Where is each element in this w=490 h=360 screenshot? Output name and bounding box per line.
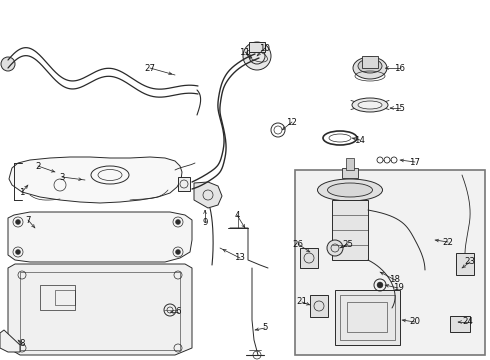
Polygon shape [8, 212, 192, 262]
Polygon shape [8, 264, 192, 355]
Text: 6: 6 [175, 307, 181, 316]
Text: 20: 20 [410, 318, 420, 327]
Text: 22: 22 [442, 238, 454, 247]
Bar [340, 295, 395, 340]
Text: 15: 15 [394, 104, 406, 113]
Text: 27: 27 [145, 63, 155, 72]
Bar [456, 253, 474, 275]
Bar [450, 316, 470, 332]
Text: 5: 5 [262, 324, 268, 333]
Text: 17: 17 [410, 158, 420, 166]
Text: 7: 7 [25, 216, 31, 225]
Text: 12: 12 [287, 117, 297, 126]
Bar [249, 42, 265, 52]
Bar [362, 56, 378, 68]
Circle shape [377, 282, 383, 288]
Ellipse shape [327, 183, 372, 197]
Circle shape [175, 249, 180, 255]
Bar [300, 248, 318, 268]
Bar [342, 168, 358, 178]
Text: 1: 1 [19, 188, 25, 197]
Text: 25: 25 [343, 239, 353, 248]
Text: 14: 14 [354, 135, 366, 144]
Ellipse shape [318, 179, 383, 201]
Bar [346, 158, 354, 170]
Text: 10: 10 [260, 44, 270, 53]
Ellipse shape [358, 59, 382, 73]
Text: 18: 18 [390, 275, 400, 284]
Bar [55, 290, 75, 305]
Polygon shape [0, 330, 20, 352]
Bar [178, 177, 190, 191]
Text: 26: 26 [293, 239, 303, 248]
Ellipse shape [358, 101, 382, 109]
Bar [335, 290, 400, 345]
Circle shape [16, 249, 21, 255]
Bar [40, 285, 75, 310]
Polygon shape [9, 157, 182, 203]
Text: 8: 8 [19, 339, 25, 348]
Text: 4: 4 [234, 211, 240, 220]
Bar [347, 302, 387, 332]
Bar [332, 200, 368, 260]
Text: 11: 11 [240, 48, 250, 57]
Circle shape [16, 220, 21, 225]
FancyBboxPatch shape [295, 170, 485, 355]
Text: 13: 13 [235, 253, 245, 262]
Circle shape [327, 240, 343, 256]
Text: 24: 24 [463, 318, 473, 327]
Text: 21: 21 [296, 297, 308, 306]
Circle shape [175, 220, 180, 225]
Circle shape [1, 57, 15, 71]
Text: 16: 16 [394, 63, 406, 72]
Circle shape [243, 42, 271, 70]
Text: 19: 19 [392, 284, 403, 292]
Text: 3: 3 [59, 172, 65, 181]
Text: 2: 2 [35, 162, 41, 171]
Ellipse shape [353, 57, 387, 79]
Bar [310, 295, 328, 317]
Text: 9: 9 [202, 217, 208, 226]
Text: 23: 23 [465, 257, 475, 266]
Polygon shape [194, 182, 222, 208]
Ellipse shape [352, 98, 388, 112]
